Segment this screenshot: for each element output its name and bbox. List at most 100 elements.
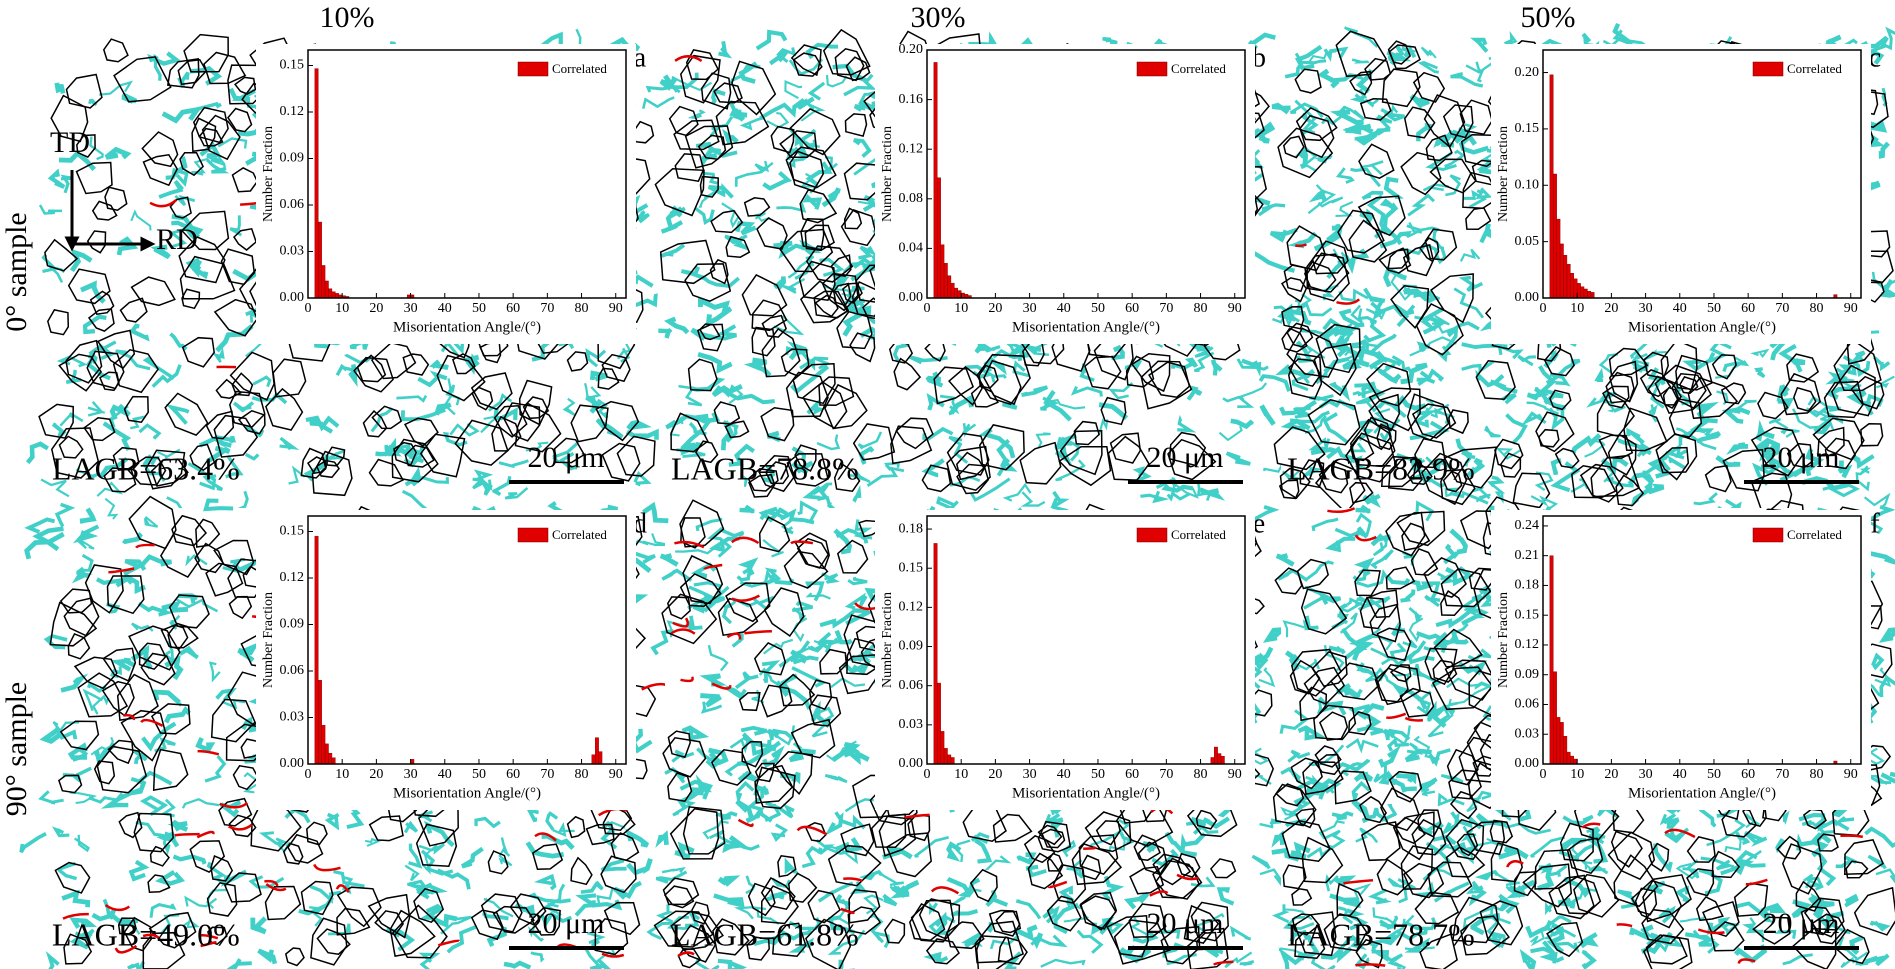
x-tick-label: 0 [1540,301,1547,316]
grain-boundary [946,432,990,476]
y-tick-label: 0.09 [899,639,924,654]
cyan-boundary [43,634,68,650]
cyan-boundary [1659,813,1680,826]
cyan-boundary [533,873,557,891]
cyan-boundary [1380,952,1404,969]
lagb-annotation: LAGB=61.8% [671,916,859,952]
cyan-boundary [1387,776,1417,793]
cyan-boundary [1811,831,1832,858]
cyan-boundary [82,688,103,712]
bar [324,743,329,765]
cyan-boundary [324,812,340,831]
grain-boundary [1419,933,1458,969]
grain-boundary [1281,305,1305,330]
cyan-boundary [1158,929,1181,939]
cyan-boundary [174,194,195,207]
cyan-boundary [776,202,807,213]
cyan-boundary [493,407,518,421]
cyan-boundary [739,504,755,514]
grain-boundary [1041,828,1066,849]
grain-boundary [1381,68,1421,108]
grain-boundary [1283,264,1307,293]
grain-boundary [1479,900,1524,946]
cyan-boundary [1297,934,1320,959]
cyan-boundary [1715,455,1741,468]
cyan-boundary [1400,362,1428,385]
cyan-boundary [32,526,64,552]
cyan-boundary [690,327,714,341]
grain-boundary [1489,819,1514,844]
grain-boundary [392,904,448,959]
y-tick-label: 0.04 [899,241,924,256]
cyan-boundary [699,673,727,687]
grain-boundary [757,455,795,493]
grain-boundary [1615,474,1645,507]
grain-boundary [570,404,609,443]
cyan-boundary [678,384,703,407]
cyan-boundary [1581,949,1597,969]
cyan-boundary [788,58,824,76]
grain-boundary [845,56,871,82]
bar [1573,278,1578,299]
grain-boundary [531,843,564,870]
cyan-boundary [244,425,265,438]
lagb-annotation: LAGB=78.7% [1287,916,1475,952]
x-tick-label: 30 [1639,767,1653,782]
cyan-boundary [728,443,755,467]
x-tick-label: 80 [1810,767,1824,782]
cyan-boundary [776,47,797,63]
cyan-boundary [1722,360,1750,373]
y-tick-label: 0.00 [899,290,924,305]
grain-boundary [530,906,561,936]
cyan-boundary [1374,667,1401,690]
cyan-boundary [150,244,171,260]
cyan-boundary [779,927,813,941]
red-boundary [219,801,249,809]
cyan-boundary [797,500,819,522]
grain-boundary [168,594,210,629]
cyan-boundary [1123,891,1150,910]
red-boundary [930,886,960,895]
cyan-boundary [1880,26,1895,51]
cyan-boundary [805,161,833,187]
grain-boundary [1702,900,1740,938]
scale-bar-label: 20 μm [1763,907,1840,940]
grain-boundary [1450,790,1478,820]
grain-boundary [164,392,209,436]
y-tick-label: 0.12 [899,141,924,156]
cyan-boundary [1364,807,1389,823]
grain-boundary [1630,879,1683,929]
grain-boundary [1642,934,1693,969]
grain-boundary [804,224,836,252]
cyan-boundary [1675,862,1699,880]
grain-boundary [1444,659,1497,701]
cyan-boundary [1378,745,1401,768]
cyan-boundary [1409,336,1457,357]
cyan-boundary [1570,433,1602,454]
grain-boundary [885,832,932,878]
grain-boundary [1380,787,1420,832]
grain-boundary [1423,557,1467,598]
grain-boundary [1424,228,1458,261]
grain-boundary [670,412,709,453]
cyan-boundary [1079,363,1095,382]
cyan-boundary [1408,617,1424,643]
cyan-boundary [852,138,872,158]
cyan-boundary [1338,308,1365,328]
cyan-boundary [882,893,898,907]
grain-boundary [979,424,1025,471]
grain-boundary [1522,863,1573,908]
grain-boundary [1695,895,1724,922]
cyan-boundary [1653,843,1673,874]
plot-frame [307,49,627,299]
grain-boundary [1431,666,1494,711]
cyan-boundary [728,100,742,121]
cyan-boundary [784,80,803,100]
grain-boundary [1610,830,1643,868]
cyan-boundary [702,820,729,840]
grain-boundary [1361,821,1401,862]
cyan-boundary [130,415,146,430]
